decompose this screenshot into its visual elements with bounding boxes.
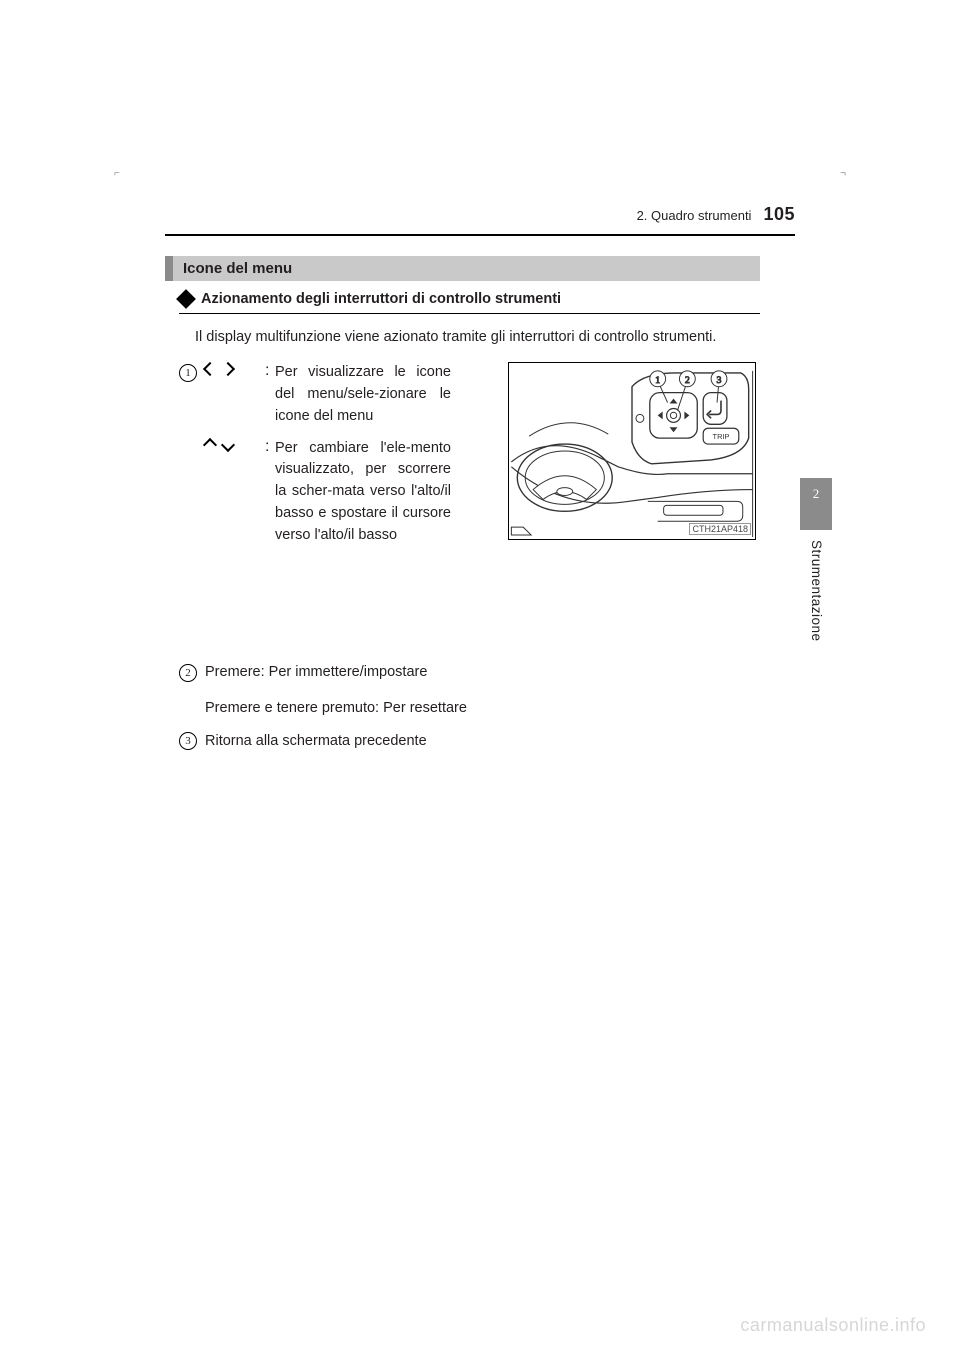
callout-number-1: 1 bbox=[179, 364, 197, 382]
item-2-line1: Premere: Per immettere/impostare bbox=[205, 662, 760, 684]
crop-mark-tr: ¬ bbox=[840, 168, 846, 179]
chevron-left-icon bbox=[203, 362, 217, 376]
side-section-label: Strumentazione bbox=[809, 540, 824, 642]
left-right-icons bbox=[205, 362, 265, 374]
item-1-block: TRIP 1 2 3 bbox=[179, 362, 760, 662]
subheading-text: Azionamento degli interruttori di contro… bbox=[201, 291, 561, 307]
item-2-block: 2 Premere: Per immettere/impostare Preme… bbox=[179, 662, 760, 720]
up-down-icons bbox=[205, 438, 265, 450]
chevron-right-icon bbox=[221, 362, 235, 376]
diamond-bullet-icon bbox=[176, 289, 196, 309]
content-area: Icone del menu Azionamento degli interru… bbox=[165, 256, 760, 763]
chevron-up-icon bbox=[203, 438, 217, 452]
figure-code-label: CTH21AP418 bbox=[689, 523, 751, 535]
chevron-down-icon bbox=[221, 438, 235, 452]
chapter-label: 2. Quadro strumenti bbox=[637, 208, 752, 223]
side-tab: 2 bbox=[800, 478, 832, 530]
callout-number-3: 3 bbox=[179, 732, 197, 750]
def-up-down: : Per cambiare l'ele-mento visualizzato,… bbox=[205, 438, 469, 547]
item-1-definitions: : Per visualizzare le icone del menu/sel… bbox=[205, 362, 469, 556]
colon: : bbox=[265, 362, 275, 380]
svg-text:2: 2 bbox=[685, 375, 690, 386]
lr-description: Per visualizzare le icone del menu/sele-… bbox=[275, 362, 469, 427]
page-header: 2. Quadro strumenti 105 bbox=[165, 204, 795, 225]
page-number: 105 bbox=[763, 204, 795, 225]
colon: : bbox=[265, 438, 275, 456]
def-left-right: : Per visualizzare le icone del menu/sel… bbox=[205, 362, 469, 427]
side-tab-number: 2 bbox=[800, 486, 832, 502]
dashboard-svg: TRIP 1 2 3 bbox=[509, 363, 755, 539]
item-2-line2: Premere e tenere premuto: Per resettare bbox=[205, 698, 760, 720]
watermark-text: carmanualsonline.info bbox=[740, 1315, 926, 1336]
item-3-block: 3 Ritorna alla schermata precedente bbox=[179, 730, 760, 753]
ud-description: Per cambiare l'ele-mento visualizzato, p… bbox=[275, 438, 469, 547]
subheading-rule bbox=[179, 313, 760, 314]
manual-page: ⌐ ¬ 2. Quadro strumenti 105 2 Strumentaz… bbox=[0, 0, 960, 1358]
item-3-text: Ritorna alla schermata precedente bbox=[205, 730, 760, 753]
svg-text:1: 1 bbox=[655, 375, 660, 386]
intro-paragraph: Il display multifunzione viene azionato … bbox=[195, 326, 760, 348]
header-rule bbox=[165, 234, 795, 236]
callout-number-2: 2 bbox=[179, 664, 197, 682]
svg-text:TRIP: TRIP bbox=[713, 433, 730, 442]
dashboard-figure: TRIP 1 2 3 bbox=[508, 362, 756, 540]
section-title-bar: Icone del menu bbox=[165, 256, 760, 281]
svg-text:3: 3 bbox=[717, 375, 722, 386]
crop-mark-tl: ⌐ bbox=[114, 168, 120, 179]
subheading-row: Azionamento degli interruttori di contro… bbox=[179, 291, 760, 307]
